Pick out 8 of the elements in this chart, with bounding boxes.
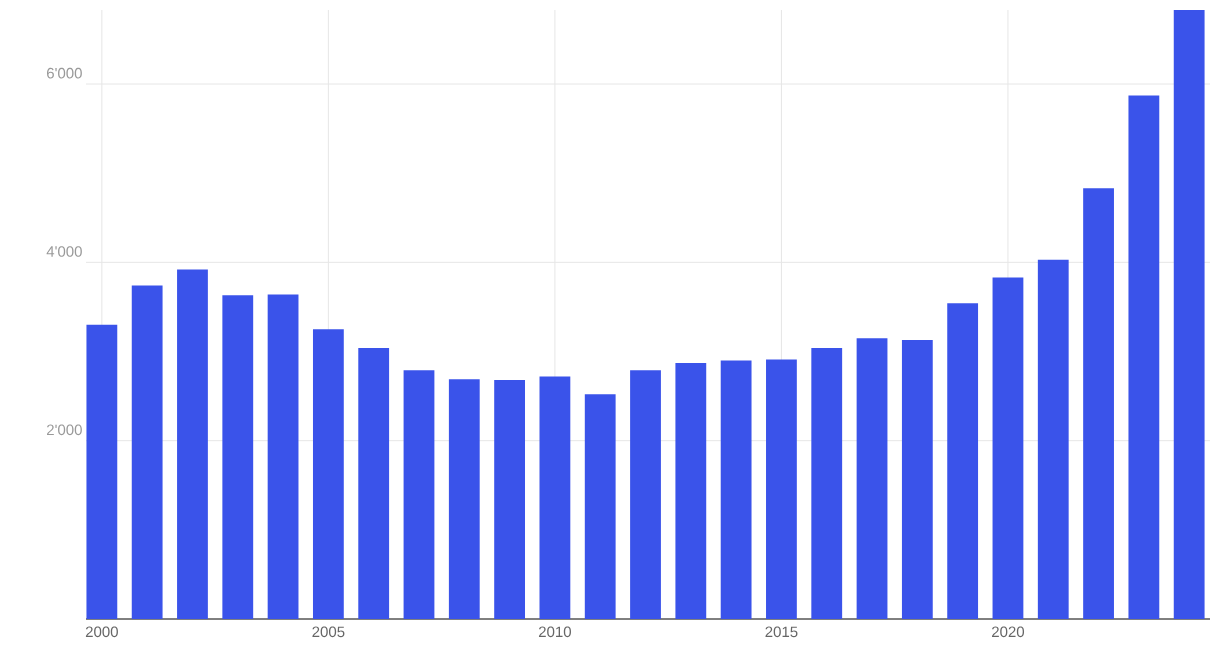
y-tick-label: 6'000 — [47, 67, 82, 79]
x-tick-label: 2005 — [312, 626, 345, 638]
y-tick-label: 4'000 — [46, 246, 82, 257]
x-tick-label: 2000 — [85, 626, 118, 638]
x-tick-label: 2020 — [992, 626, 1025, 638]
x-tick-label: 2015 — [765, 626, 798, 638]
y-tick-label: 2'000 — [47, 424, 82, 436]
x-tick-label: 2010 — [538, 626, 571, 638]
